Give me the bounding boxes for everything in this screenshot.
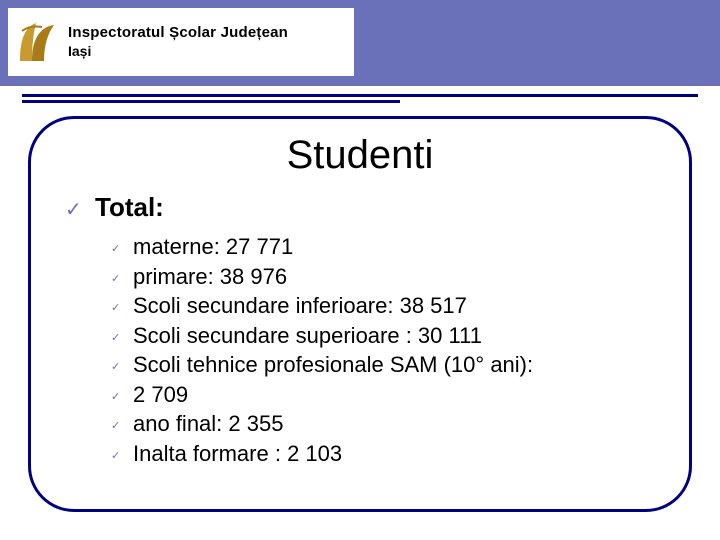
logo-line1: Inspectoratul Școlar Județean	[68, 25, 288, 42]
logo-line2: Iași	[68, 44, 288, 59]
list-item: ✓ ano final: 2 355	[111, 410, 655, 438]
list-item-text: Scoli secundare inferioare: 38 517	[133, 292, 467, 320]
check-icon: ✓	[65, 200, 85, 220]
list-item: ✓ Scoli tehnice profesionale SAM (10° an…	[111, 351, 655, 379]
list-item: ✓ Scoli secundare superioare : 30 111	[111, 322, 655, 350]
list-item-text: Inalta formare : 2 103	[133, 440, 342, 468]
check-icon: ✓	[111, 421, 125, 432]
content-bubble: Studenti ✓ Total: ✓ materne: 27 771 ✓ pr…	[28, 116, 692, 512]
total-label: Total:	[95, 192, 164, 223]
list-item: ✓ 2 709	[111, 381, 655, 409]
slide-title: Studenti	[65, 133, 655, 178]
list-item: ✓ primare: 38 976	[111, 263, 655, 291]
logo-block: Inspectoratul Școlar Județean Iași	[8, 8, 354, 76]
slide: Inspectoratul Școlar Județean Iași Stude…	[0, 0, 720, 540]
list-item: ✓ Scoli secundare inferioare: 38 517	[111, 292, 655, 320]
total-row: ✓ Total:	[65, 192, 655, 223]
list-item-text: ano final: 2 355	[133, 410, 283, 438]
divider-bottom	[22, 100, 400, 103]
list-item: ✓ Inalta formare : 2 103	[111, 440, 655, 468]
list-item-text: 2 709	[133, 381, 188, 409]
list-item-text: Scoli tehnice profesionale SAM (10° ani)…	[133, 351, 533, 379]
logo-icon	[14, 17, 60, 67]
list-item-text: primare: 38 976	[133, 263, 287, 291]
check-icon: ✓	[111, 333, 125, 344]
check-icon: ✓	[111, 274, 125, 285]
check-icon: ✓	[111, 451, 125, 462]
check-icon: ✓	[111, 303, 125, 314]
check-icon: ✓	[111, 392, 125, 403]
list-item: ✓ materne: 27 771	[111, 233, 655, 261]
check-icon: ✓	[111, 244, 125, 255]
list-item-text: materne: 27 771	[133, 233, 293, 261]
divider-top	[22, 94, 698, 97]
list-item-text: Scoli secundare superioare : 30 111	[133, 322, 482, 350]
sub-list: ✓ materne: 27 771 ✓ primare: 38 976 ✓ Sc…	[111, 233, 655, 467]
check-icon: ✓	[111, 362, 125, 373]
logo-text: Inspectoratul Școlar Județean Iași	[68, 25, 288, 59]
